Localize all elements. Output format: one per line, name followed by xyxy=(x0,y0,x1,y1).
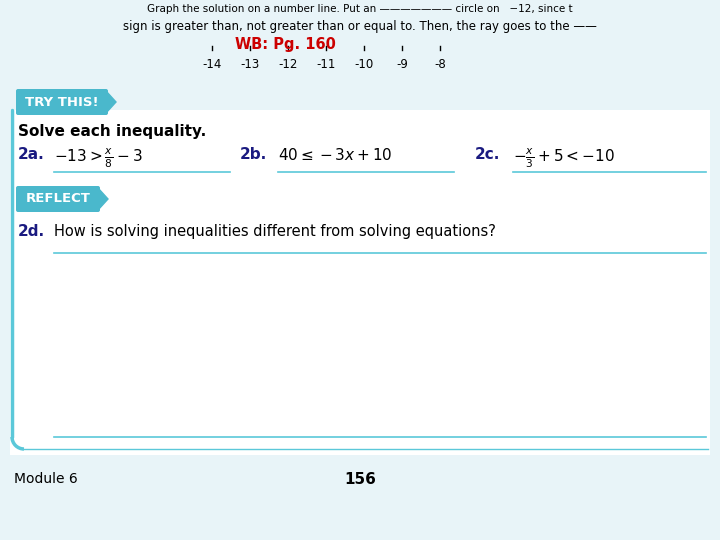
Text: -10: -10 xyxy=(354,58,374,71)
Text: $40 \leq -3x + 10$: $40 \leq -3x + 10$ xyxy=(278,147,392,163)
FancyBboxPatch shape xyxy=(10,110,710,455)
Text: 2b.: 2b. xyxy=(240,147,267,162)
Text: -12: -12 xyxy=(279,58,297,71)
FancyBboxPatch shape xyxy=(16,186,100,212)
Text: Solve each inequality.: Solve each inequality. xyxy=(18,124,206,139)
Text: Graph the solution on a number line. Put an ——————— circle on   −12, since t: Graph the solution on a number line. Put… xyxy=(147,4,573,14)
Text: sign is greater than, not greater than or equal to. Then, the ray goes to the ——: sign is greater than, not greater than o… xyxy=(123,20,597,33)
Text: $-\frac{x}{3} + 5 < -10$: $-\frac{x}{3} + 5 < -10$ xyxy=(513,147,615,171)
Text: WB: Pg. 160: WB: Pg. 160 xyxy=(235,37,336,52)
Text: -9: -9 xyxy=(396,58,408,71)
Text: -13: -13 xyxy=(240,58,260,71)
Text: REFLECT: REFLECT xyxy=(26,192,91,206)
Text: -8: -8 xyxy=(434,58,446,71)
Text: TRY THIS!: TRY THIS! xyxy=(25,96,99,109)
Text: 2d.: 2d. xyxy=(18,224,45,239)
Text: 2c.: 2c. xyxy=(475,147,500,162)
Text: -11: -11 xyxy=(316,58,336,71)
Polygon shape xyxy=(106,91,116,113)
Text: 2a.: 2a. xyxy=(18,147,45,162)
Text: How is solving inequalities different from solving equations?: How is solving inequalities different fr… xyxy=(54,224,496,239)
Text: Module 6: Module 6 xyxy=(14,472,78,486)
Text: -14: -14 xyxy=(202,58,222,71)
Polygon shape xyxy=(98,188,108,210)
Text: $-13 > \frac{x}{8} - 3$: $-13 > \frac{x}{8} - 3$ xyxy=(54,147,143,171)
Text: 156: 156 xyxy=(344,472,376,487)
FancyBboxPatch shape xyxy=(16,89,108,115)
